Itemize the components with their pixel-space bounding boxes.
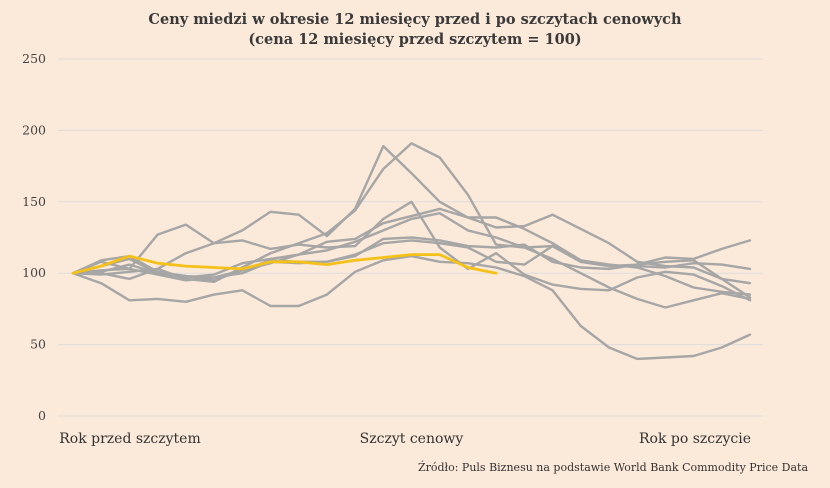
history-series-line	[71, 200, 752, 302]
gridlines	[58, 58, 763, 417]
history-series-line	[71, 207, 752, 296]
chart-title-line-1: Ceny miedzi w okresie 12 miesięcy przed …	[148, 11, 682, 28]
y-tick-label: 250	[22, 51, 46, 66]
y-tick-label: 50	[30, 337, 46, 352]
current-series	[71, 253, 498, 275]
x-category-label: Rok po szczycie	[639, 431, 751, 447]
history-series	[71, 142, 752, 361]
history-series-line	[71, 211, 752, 309]
history-series-line	[71, 142, 752, 283]
chart-title: Ceny miedzi w okresie 12 miesięcy przed …	[0, 10, 830, 50]
y-axis-tick-labels: 0 50 100 150 200 250	[22, 51, 46, 423]
x-category-label: Szczyt cenowy	[360, 431, 464, 447]
history-series-line	[71, 254, 752, 361]
x-category-label: Rok przed szczytem	[59, 431, 201, 447]
y-tick-label: 200	[22, 122, 46, 137]
y-tick-label: 150	[22, 194, 46, 209]
x-axis-category-labels: Rok przed szczytem Szczyt cenowy Rok po sz…	[59, 431, 751, 447]
y-tick-label: 100	[22, 265, 46, 280]
source-note: Źródło: Puls Biznesu na podstawie World …	[417, 461, 808, 474]
history-series-line	[71, 239, 752, 282]
history-series-line	[71, 144, 752, 285]
y-tick-label: 0	[38, 408, 46, 423]
chart-title-line-2: (cena 12 miesięcy przed szczytem = 100)	[248, 31, 582, 48]
current-series-line	[71, 253, 498, 275]
